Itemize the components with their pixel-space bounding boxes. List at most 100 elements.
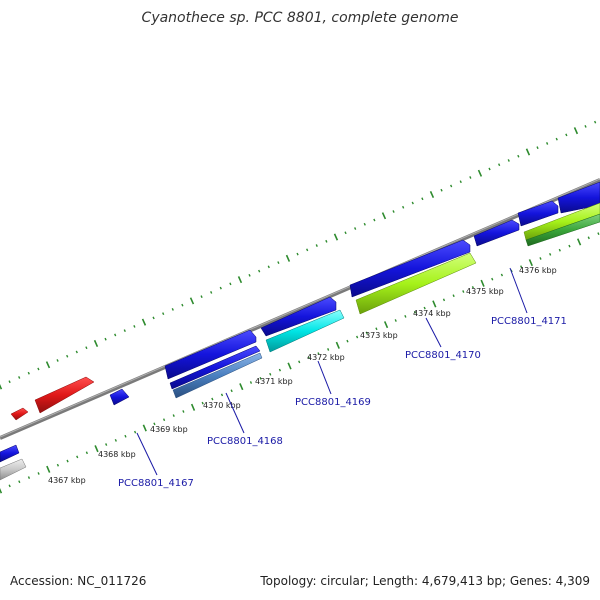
major-tick: [45, 361, 51, 369]
feature-red-small[interactable]: [10, 407, 29, 421]
minor-tick: [298, 360, 301, 364]
major-tick: [237, 276, 243, 284]
leader-line: [509, 267, 528, 314]
minor-tick: [394, 319, 397, 322]
minor-tick: [363, 222, 366, 226]
feature-steel[interactable]: [172, 352, 263, 399]
minor-tick: [105, 443, 108, 446]
major-tick: [576, 238, 582, 246]
minor-tick: [356, 335, 359, 339]
minor-tick: [306, 248, 309, 252]
major-tick: [432, 300, 437, 308]
major-tick: [0, 487, 3, 494]
minor-tick: [27, 476, 31, 479]
minor-tick: [392, 210, 395, 213]
feature-lime[interactable]: [355, 252, 477, 315]
major-tick: [335, 341, 340, 349]
gene-label[interactable]: PCC8801_4169: [295, 397, 371, 408]
kbp-label: 4376 kbp: [519, 266, 557, 275]
minor-tick: [442, 298, 446, 302]
kbp-label: 4369 kbp: [150, 425, 188, 434]
minor-tick: [450, 184, 453, 188]
minor-tick: [267, 265, 270, 269]
minor-tick: [587, 236, 590, 240]
minor-tick: [307, 356, 310, 360]
feature-blue-4[interactable]: [473, 219, 520, 247]
gene-label[interactable]: PCC8801_4171: [491, 316, 567, 327]
genome-backbone: [0, 178, 600, 440]
major-tick: [0, 384, 3, 390]
minor-tick: [507, 159, 510, 162]
minor-tick: [85, 346, 88, 350]
minor-tick: [114, 333, 117, 337]
major-tick: [573, 127, 579, 135]
minor-tick: [423, 306, 426, 310]
minor-tick: [402, 205, 405, 209]
kbp-label: 4370 kbp: [203, 401, 241, 410]
minor-tick: [488, 167, 491, 171]
feature-blue-2[interactable]: [260, 296, 337, 337]
minor-tick: [249, 381, 253, 384]
minor-tick: [162, 418, 166, 422]
minor-tick: [200, 295, 203, 299]
minor-tick: [182, 410, 185, 413]
feature-blue-6[interactable]: [557, 181, 600, 214]
feature-gray-left[interactable]: [0, 458, 27, 481]
minor-tick: [18, 376, 21, 379]
leader-line: [136, 432, 158, 476]
major-tick: [142, 424, 147, 432]
minor-tick: [8, 484, 11, 488]
minor-tick: [66, 354, 69, 358]
minor-tick: [584, 125, 587, 128]
minor-tick: [172, 414, 175, 417]
feature-cyan[interactable]: [265, 309, 345, 353]
feature-red-arrow[interactable]: [34, 376, 95, 414]
minor-tick: [373, 218, 376, 222]
feature-green-right[interactable]: [525, 213, 600, 247]
minor-tick: [354, 227, 357, 230]
minor-tick: [565, 133, 568, 137]
minor-tick: [315, 244, 318, 247]
kbp-label: 4371 kbp: [255, 377, 293, 386]
minor-tick: [85, 451, 88, 455]
kbp-label: 4374 kbp: [413, 309, 451, 318]
major-tick: [46, 465, 51, 473]
leader-line: [225, 392, 245, 434]
gene-label[interactable]: PCC8801_4170: [405, 350, 481, 361]
minor-tick: [536, 146, 539, 150]
feature-blue-small[interactable]: [109, 388, 130, 406]
minor-tick: [555, 137, 558, 141]
minor-tick: [76, 455, 79, 459]
gene-label-leaders: [136, 267, 528, 476]
feature-blue-row2[interactable]: [169, 345, 261, 390]
major-tick: [94, 445, 99, 453]
leader-line: [425, 317, 442, 348]
kbp-label: 4373 kbp: [360, 331, 398, 340]
minor-tick: [469, 176, 472, 179]
major-tick: [480, 279, 485, 287]
major-tick: [190, 403, 196, 411]
minor-tick: [498, 163, 501, 167]
minor-tick: [181, 303, 184, 307]
feature-blue-5[interactable]: [517, 200, 559, 227]
minor-tick: [66, 459, 69, 463]
feature-blue-3[interactable]: [349, 239, 471, 298]
minor-tick: [171, 308, 174, 311]
major-tick: [477, 169, 483, 177]
feature-lime-right[interactable]: [523, 202, 600, 241]
minor-tick: [440, 188, 443, 192]
feature-blue-1[interactable]: [164, 329, 257, 380]
gene-label[interactable]: PCC8801_4167: [118, 478, 194, 489]
feature-blue-left[interactable]: [0, 444, 20, 463]
minor-tick: [491, 277, 494, 281]
gene-label[interactable]: PCC8801_4168: [207, 436, 283, 447]
minor-tick: [230, 389, 233, 393]
minor-tick: [162, 312, 165, 316]
minor-tick: [327, 348, 330, 351]
major-tick: [333, 233, 339, 241]
minor-tick: [277, 261, 280, 264]
major-tick: [525, 148, 531, 156]
minor-tick: [471, 286, 475, 289]
major-tick: [429, 190, 435, 199]
